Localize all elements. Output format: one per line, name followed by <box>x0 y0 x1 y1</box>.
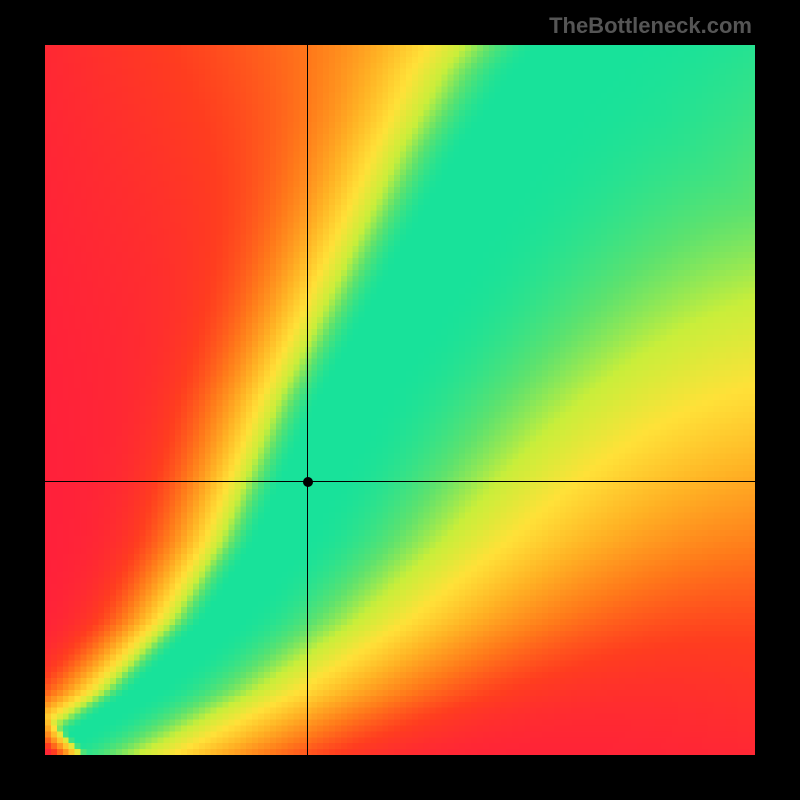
crosshair-vertical <box>307 45 308 755</box>
heatmap-canvas <box>45 45 755 755</box>
plot-area <box>45 45 755 755</box>
crosshair-horizontal <box>45 481 755 482</box>
watermark-text: TheBottleneck.com <box>549 13 752 39</box>
crosshair-dot <box>303 477 313 487</box>
